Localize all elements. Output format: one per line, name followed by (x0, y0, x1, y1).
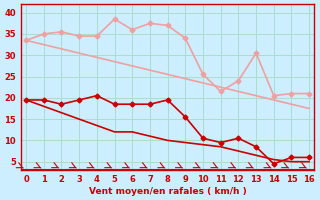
X-axis label: Vent moyen/en rafales ( km/h ): Vent moyen/en rafales ( km/h ) (89, 187, 246, 196)
